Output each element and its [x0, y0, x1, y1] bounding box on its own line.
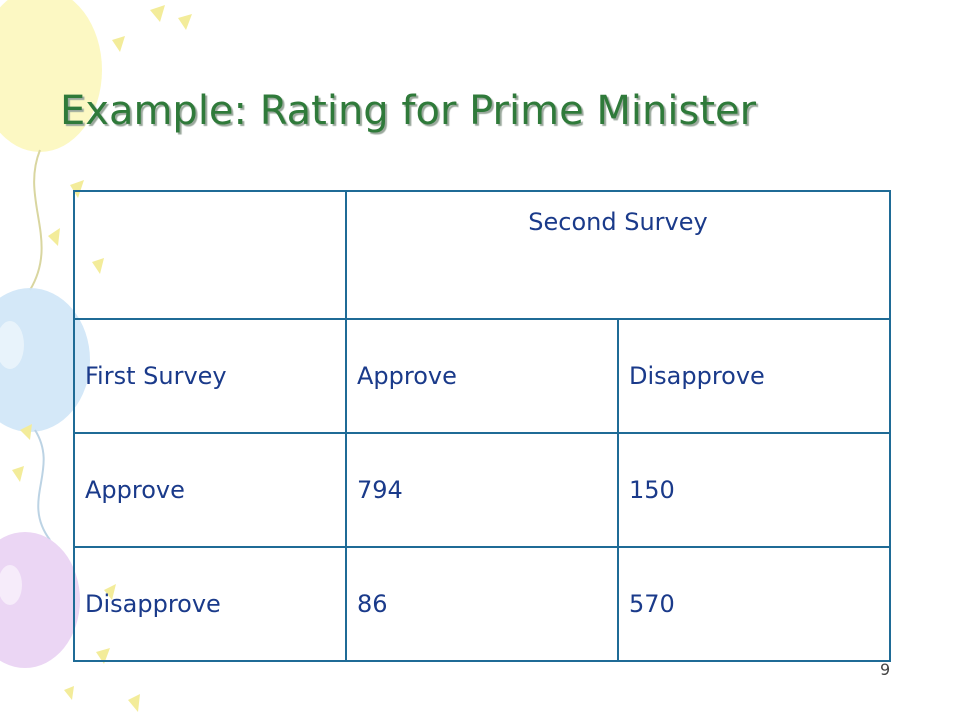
- slide-title: Example: Rating for Prime Minister: [60, 88, 757, 134]
- table-row: Disapprove 86 570: [73, 546, 891, 662]
- table-title-row: Second Survey: [73, 190, 891, 320]
- row-label-approve: Approve: [73, 432, 347, 548]
- first-survey-header: First Survey: [73, 318, 347, 434]
- confetti: [150, 5, 165, 22]
- blue-balloon-highlight: [0, 321, 24, 369]
- confetti: [70, 180, 84, 198]
- balloon-string: [34, 429, 51, 541]
- table-row: Approve 794 150: [73, 432, 891, 548]
- confetti: [178, 14, 192, 30]
- purple-balloon-highlight: [0, 565, 22, 605]
- confetti: [48, 228, 60, 246]
- balloon-string: [29, 149, 43, 291]
- empty-corner-cell: [73, 190, 347, 320]
- confetti: [64, 686, 74, 700]
- cell-approve-approve: 794: [345, 432, 619, 548]
- confetti: [128, 694, 140, 712]
- confetti: [112, 36, 125, 52]
- cell-disapprove-disapprove: 570: [617, 546, 891, 662]
- cell-approve-disapprove: 150: [617, 432, 891, 548]
- purple-balloon: [0, 532, 80, 668]
- table-row: First Survey Approve Disapprove: [73, 318, 891, 434]
- yellow-balloon: [0, 0, 102, 152]
- row-label-disapprove: Disapprove: [73, 546, 347, 662]
- page-number: 9: [880, 660, 891, 679]
- survey-table: Second Survey First Survey Approve Disap…: [73, 190, 891, 662]
- col-header-disapprove: Disapprove: [617, 318, 891, 434]
- confetti: [20, 424, 32, 440]
- col-header-approve: Approve: [345, 318, 619, 434]
- cell-disapprove-approve: 86: [345, 546, 619, 662]
- confetti: [12, 466, 24, 482]
- second-survey-header: Second Survey: [345, 190, 891, 320]
- blue-balloon: [0, 288, 90, 432]
